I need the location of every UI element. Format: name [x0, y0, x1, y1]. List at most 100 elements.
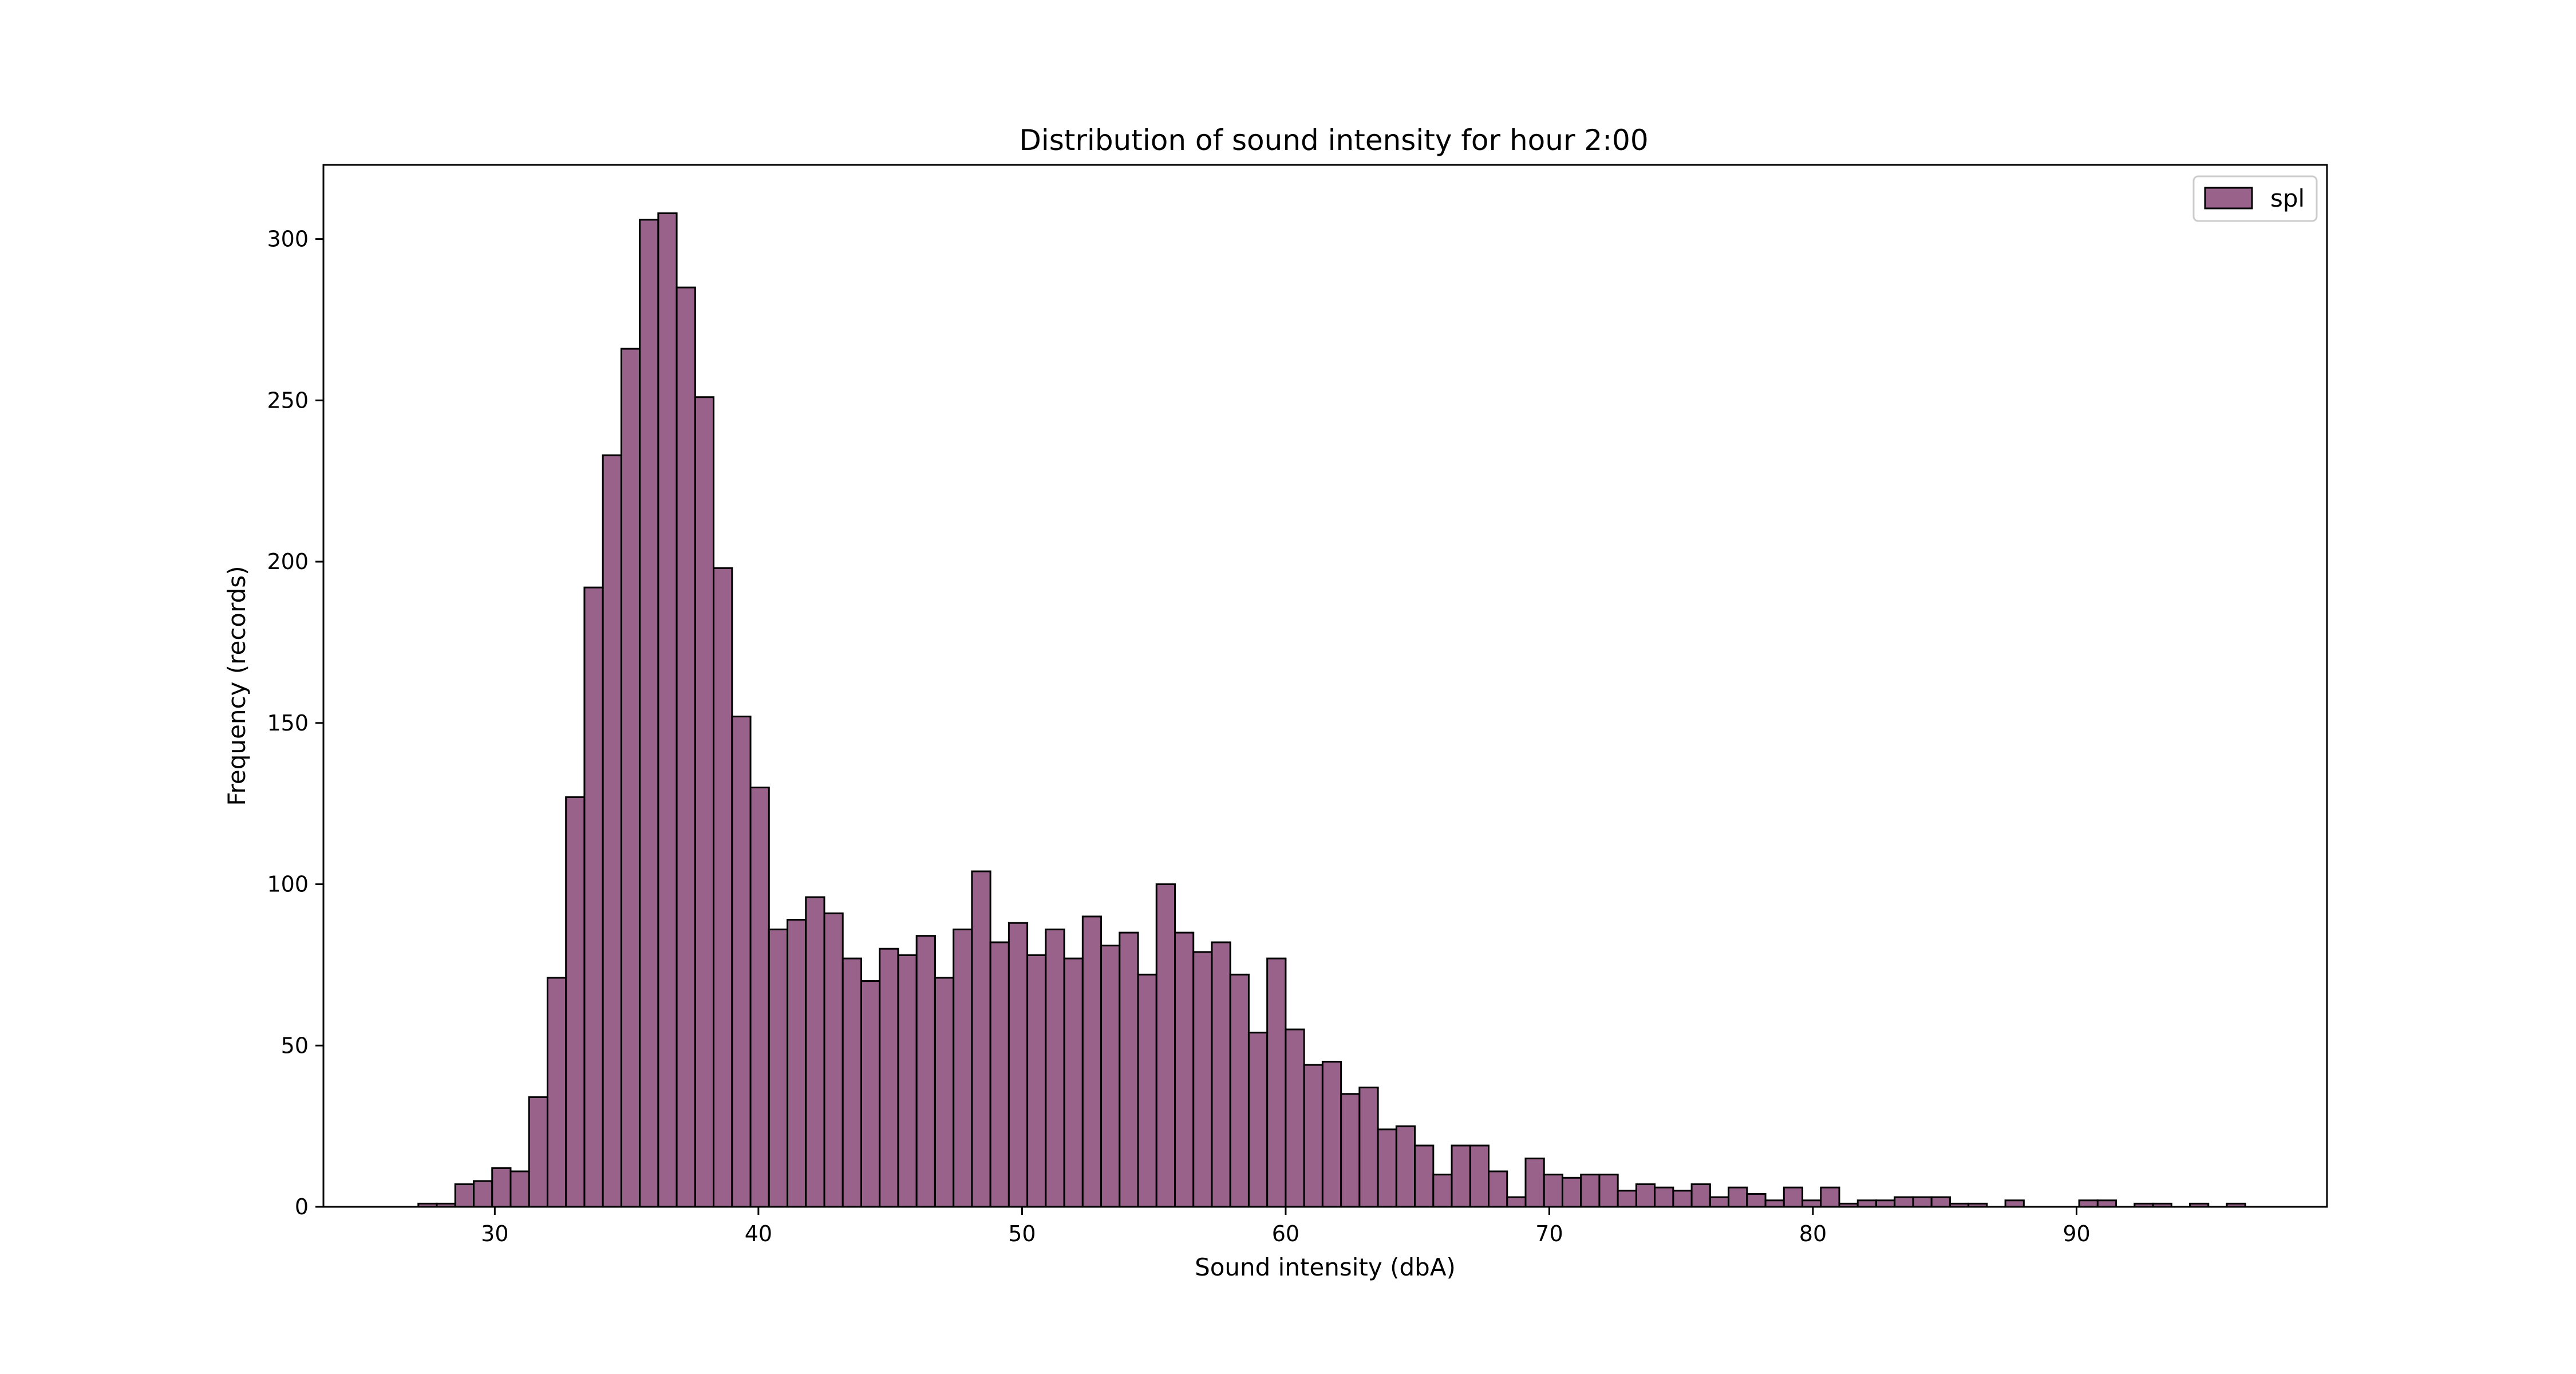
histogram-bar	[989, 941, 1010, 1208]
histogram-bar	[1045, 928, 1065, 1208]
histogram-bar	[1930, 1196, 1951, 1208]
histogram-bar	[787, 919, 807, 1208]
histogram-bar	[805, 896, 825, 1208]
histogram-bar	[1155, 883, 1176, 1208]
histogram-bar	[1912, 1196, 1933, 1208]
x-tick-label: 70	[1535, 1221, 1563, 1246]
histogram-bar	[2096, 1199, 2117, 1208]
x-tick-label: 60	[1272, 1221, 1299, 1246]
x-tick-label: 30	[481, 1221, 508, 1246]
histogram-bar	[934, 977, 955, 1208]
histogram-bar	[1875, 1199, 1896, 1208]
legend-label: spl	[2270, 184, 2305, 212]
histogram-bar	[971, 870, 991, 1208]
x-tick-label: 50	[1008, 1221, 1036, 1246]
histogram-bar	[2004, 1199, 2025, 1208]
histogram-bar	[915, 935, 936, 1208]
histogram-bar	[1229, 973, 1250, 1208]
histogram-bar	[1506, 1196, 1527, 1208]
histogram-bar	[953, 928, 973, 1208]
legend: spl	[2192, 175, 2318, 222]
histogram-bar	[1580, 1174, 1601, 1208]
histogram-bar	[1100, 945, 1121, 1208]
y-axis-label: Frequency (records)	[223, 566, 251, 806]
histogram-bar	[1801, 1199, 1822, 1208]
histogram-bar	[1561, 1176, 1582, 1208]
histogram-bar	[1303, 1064, 1323, 1208]
histogram-bar	[1119, 931, 1139, 1208]
histogram-bar	[1894, 1196, 1914, 1208]
plot-area-frame	[322, 164, 2328, 1208]
histogram-bar	[639, 219, 659, 1208]
histogram-bar	[1709, 1196, 1730, 1208]
histogram-bar	[1395, 1125, 1416, 1208]
histogram-bar	[713, 567, 733, 1208]
y-tick-label: 200	[267, 549, 309, 574]
x-axis-label: Sound intensity (dbA)	[1195, 1253, 1456, 1281]
histogram-bar	[1192, 951, 1213, 1208]
histogram-bar	[1488, 1170, 1508, 1208]
y-tick-label: 300	[267, 227, 309, 252]
histogram-bar	[1524, 1157, 1545, 1208]
histogram-bar	[1266, 957, 1287, 1208]
histogram-bar	[675, 286, 696, 1208]
histogram-bar	[860, 980, 881, 1208]
x-tick-label: 80	[1799, 1221, 1827, 1246]
chart-title: Distribution of sound intensity for hour…	[1019, 124, 1648, 157]
histogram-bar	[1285, 1028, 1305, 1208]
histogram-bar	[1672, 1190, 1693, 1208]
histogram-bar	[473, 1180, 493, 1208]
histogram-bar	[694, 396, 715, 1208]
histogram-bar	[1690, 1183, 1711, 1208]
x-tick-label: 40	[745, 1221, 772, 1246]
histogram-bar	[509, 1170, 530, 1208]
histogram-bar	[454, 1183, 475, 1208]
histogram-bar	[1377, 1128, 1397, 1208]
x-axis-ticks: 30 40 50 60 70 80 90	[481, 1207, 2091, 1246]
histogram-bar	[1635, 1183, 1656, 1208]
histogram-bar	[1174, 931, 1195, 1208]
histogram-bar	[841, 957, 862, 1208]
histogram-bar	[823, 912, 844, 1208]
y-tick-label: 50	[281, 1033, 309, 1058]
histogram-bar	[1728, 1186, 1748, 1208]
histogram-bar	[528, 1096, 548, 1208]
y-tick-label: 250	[267, 388, 309, 413]
histogram-bar	[1617, 1190, 1637, 1208]
histogram-bar	[731, 716, 752, 1208]
histogram-bar	[1211, 941, 1231, 1208]
histogram-bar	[1451, 1144, 1471, 1208]
histogram-bar	[1783, 1186, 1804, 1208]
histogram-bar	[1469, 1144, 1490, 1208]
histogram-bar	[546, 977, 567, 1208]
histogram-bar	[491, 1167, 512, 1208]
histogram-bar	[1358, 1087, 1379, 1208]
histogram-bar	[1321, 1060, 1342, 1208]
histogram-bar	[1081, 915, 1103, 1208]
histogram-bar	[1340, 1093, 1361, 1208]
legend-swatch	[2204, 187, 2253, 210]
histogram-bar	[620, 348, 641, 1208]
histogram-bar	[1764, 1199, 1785, 1208]
histogram-bar	[1746, 1193, 1767, 1208]
histogram-bar	[879, 947, 899, 1208]
histogram-bar	[1543, 1174, 1563, 1208]
histogram-bar	[565, 796, 586, 1208]
histogram-bar	[1026, 954, 1047, 1208]
histogram-bar	[1856, 1199, 1878, 1208]
histogram-bar	[583, 586, 604, 1208]
histogram-bar	[1137, 973, 1157, 1208]
y-axis-ticks: 0 50 100 150 200 250 300	[267, 227, 323, 1219]
histogram-bar	[768, 928, 789, 1208]
histogram-bar	[1063, 957, 1084, 1208]
histogram-bar	[1432, 1174, 1453, 1208]
histogram-bar	[1414, 1144, 1435, 1208]
histogram-bars	[417, 212, 2246, 1208]
histogram-bar	[1598, 1174, 1619, 1208]
histogram-bar	[602, 454, 622, 1208]
y-tick-label: 0	[295, 1194, 309, 1219]
histogram-bar	[1820, 1186, 1840, 1208]
y-tick-label: 150	[267, 710, 309, 736]
histogram-bar	[1654, 1186, 1674, 1208]
